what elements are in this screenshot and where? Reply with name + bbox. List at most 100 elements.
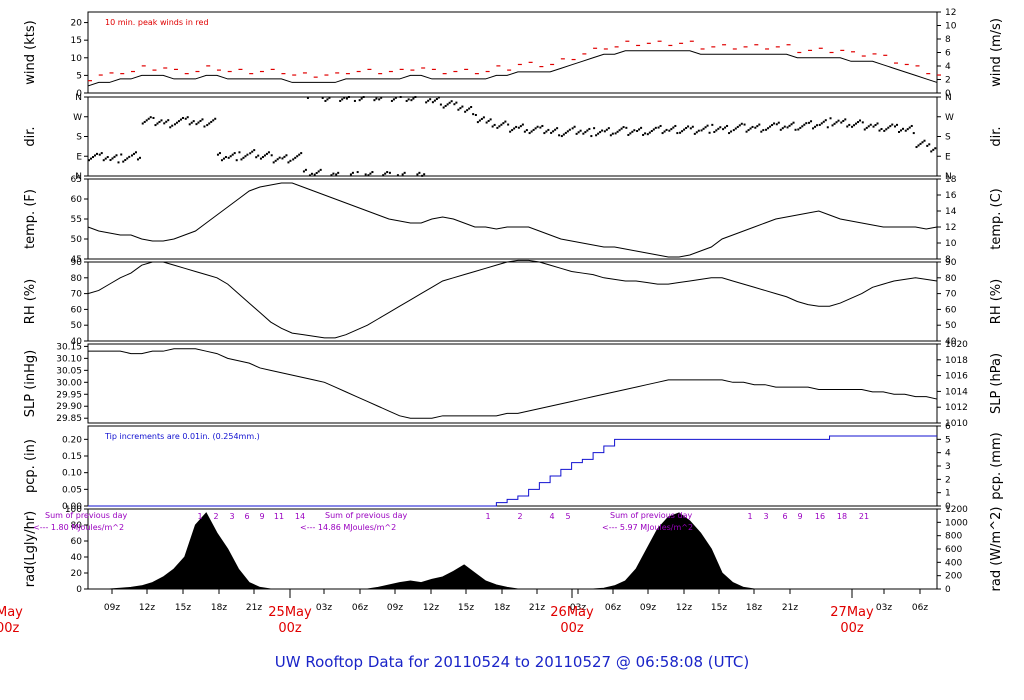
dir-point — [382, 174, 385, 177]
dir-point — [265, 152, 268, 155]
dir-point — [360, 97, 363, 100]
rad-hour-marker: 16 — [815, 512, 825, 521]
rad-hour-marker: 1 — [197, 512, 202, 521]
dir-point — [674, 124, 677, 127]
dir-point — [278, 156, 281, 159]
slp-line — [88, 348, 938, 419]
dir-point — [812, 127, 815, 130]
dir-point — [889, 125, 892, 128]
dir-point — [442, 106, 445, 109]
dir-point — [482, 116, 485, 119]
dir-point — [732, 129, 735, 132]
dir-point — [448, 101, 451, 104]
slp-rtick-label: 1010 — [945, 419, 968, 429]
dir-point — [470, 106, 473, 109]
dir-point — [676, 132, 679, 135]
dir-point — [147, 117, 150, 120]
dir-point — [403, 171, 406, 174]
dir-point — [607, 127, 610, 130]
rad-note: Sum of previous day — [45, 511, 127, 520]
pcp-rtick-label: 3 — [945, 462, 951, 472]
dir-point — [820, 122, 823, 125]
dir-point — [433, 99, 436, 102]
dir-point — [636, 130, 639, 133]
dir-point — [547, 128, 550, 131]
dir-point — [478, 119, 481, 122]
day-sublabel: 00z — [278, 621, 302, 636]
dir-point — [90, 157, 92, 160]
dir-point — [837, 119, 840, 122]
rad-panel — [84, 508, 941, 590]
dir-point — [339, 99, 342, 102]
rad-hour-marker: 4 — [549, 512, 554, 521]
rad-hour-marker: 9 — [259, 512, 264, 521]
dir-ytick-label: N — [75, 93, 82, 103]
dir-point — [429, 98, 432, 101]
rh-frame — [87, 261, 938, 342]
dir-point — [810, 120, 813, 123]
dir-point — [405, 99, 408, 102]
dir-point — [586, 129, 589, 132]
dir-point — [912, 132, 915, 135]
dir-point — [665, 128, 668, 131]
rad-ytick-label: 40 — [71, 553, 83, 563]
dir-point — [272, 161, 275, 164]
x-tick-label: 06z — [605, 603, 621, 613]
dir-point — [136, 158, 139, 161]
slp-ytick-label: 29.85 — [56, 414, 82, 424]
dir-point — [917, 144, 920, 147]
dir-point — [702, 127, 705, 130]
dir-point — [751, 125, 754, 128]
rh-rtick-label: 60 — [945, 305, 957, 315]
dir-point — [749, 127, 752, 130]
dir-point — [130, 154, 133, 157]
dir-point — [304, 168, 307, 171]
dir-point — [330, 174, 333, 177]
dir-point — [337, 171, 340, 174]
dir-point — [356, 171, 359, 174]
dir-point — [238, 151, 241, 154]
dir-rtick-label: W — [945, 113, 954, 123]
dir-point — [345, 97, 348, 100]
dir-point — [192, 120, 195, 123]
wind-line — [87, 50, 938, 87]
dir-point — [132, 152, 135, 155]
dir-point — [496, 126, 499, 129]
slp-rtick-label: 1012 — [945, 403, 968, 413]
x-tick-label: 15z — [711, 603, 727, 613]
dir-point — [461, 105, 464, 108]
dir-point — [693, 132, 696, 135]
dir-point — [826, 126, 829, 129]
dir-point — [530, 130, 533, 133]
dir-point — [700, 129, 703, 132]
dir-point — [876, 122, 879, 125]
dir-point — [625, 126, 628, 129]
dir-point — [427, 99, 430, 102]
dir-point — [88, 159, 90, 162]
dir-point — [517, 126, 520, 129]
temp-ytick-label: 65 — [71, 175, 82, 185]
dir-point — [726, 124, 729, 127]
dir-point — [771, 124, 774, 127]
dir-point — [270, 154, 273, 157]
dir-point — [797, 128, 800, 131]
dir-point — [861, 121, 864, 124]
rad-rtick-label: 600 — [945, 545, 962, 555]
dir-point — [216, 153, 219, 156]
dir-point — [446, 103, 449, 106]
rh-rtick-label: 70 — [945, 290, 957, 300]
dir-point — [259, 157, 262, 160]
dir-point — [740, 122, 743, 125]
dir-point — [111, 157, 114, 160]
dir-point — [378, 98, 381, 101]
dir-point — [579, 129, 582, 132]
dir-point — [369, 172, 372, 175]
temp-ylabel: temp. (F) — [23, 189, 38, 249]
dir-point — [728, 132, 731, 135]
dir-ytick-label: W — [73, 113, 82, 123]
temp-rtick-label: 18 — [945, 175, 957, 185]
x-tick-label: 09z — [387, 603, 403, 613]
dir-point — [491, 125, 494, 128]
x-tick-label: 21z — [529, 603, 545, 613]
